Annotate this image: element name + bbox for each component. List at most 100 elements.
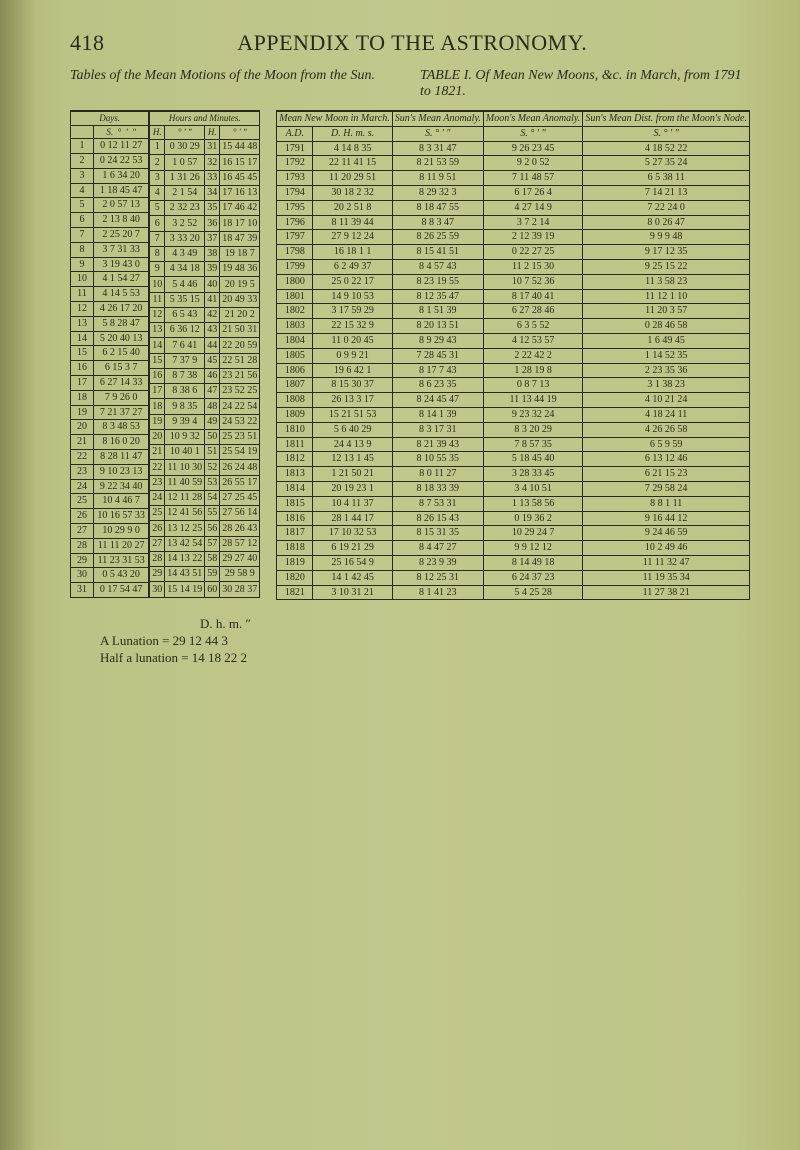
- hm-value: 11 40 59: [165, 475, 205, 490]
- hm-index: 33: [205, 170, 220, 185]
- hm-value: 25 54 19: [220, 445, 260, 460]
- hm-value: 30 28 37: [220, 582, 260, 598]
- value-cell: 8 3 20 29: [483, 422, 582, 437]
- hm-value: 13 42 54: [165, 536, 205, 551]
- table-row: 136 36 124321 50 31: [150, 323, 260, 338]
- hm-index: 42: [205, 307, 220, 322]
- hm-index: 25: [150, 506, 165, 521]
- hm-index: 11: [150, 292, 165, 307]
- value-cell: 10 4 11 37: [313, 496, 392, 511]
- hm-value: 8 38 6: [165, 384, 205, 399]
- hm-value: 23 21 56: [220, 368, 260, 383]
- value-cell: 8 1 41 23: [392, 585, 483, 600]
- hm-index: 39: [205, 262, 220, 277]
- day-value: 1 6 34 20: [94, 168, 149, 183]
- day-index: 8: [71, 242, 94, 257]
- table-row: 3015 14 196030 28 37: [150, 582, 260, 598]
- value-cell: 11 12 1 10: [583, 289, 750, 304]
- table-row: 2311 40 595326 55 17: [150, 475, 260, 490]
- hm-value: 0 30 29: [165, 140, 205, 155]
- hm-value: 10 9 32: [165, 429, 205, 444]
- days-sub-blank: [71, 125, 94, 139]
- table-row: 2211 10 305226 24 48: [150, 460, 260, 475]
- table-row: 197 21 37 27: [71, 405, 149, 420]
- table-row: 42 1 543417 16 13: [150, 185, 260, 200]
- value-cell: 3 1 38 23: [583, 378, 750, 393]
- hm-index: 53: [205, 475, 220, 490]
- hm-value: 22 20 59: [220, 338, 260, 353]
- value-cell: 9 2 0 52: [483, 156, 582, 171]
- hm-value: 14 43 51: [165, 567, 205, 582]
- year-cell: 1809: [277, 407, 313, 422]
- hm-index: 35: [205, 201, 220, 216]
- value-cell: 0 19 36 2: [483, 511, 582, 526]
- hm-index: 45: [205, 353, 220, 368]
- hm-index: 29: [150, 567, 165, 582]
- table-row: 145 20 40 13: [71, 331, 149, 346]
- hm-value: 8 7 38: [165, 368, 205, 383]
- table-row: 2914 43 515929 58 9: [150, 567, 260, 582]
- day-index: 29: [71, 553, 94, 568]
- hm-value: 17 46 42: [220, 201, 260, 216]
- lunation-half: Half a lunation = 14 18 22 2: [100, 650, 260, 667]
- table-row: 179311 20 29 518 11 9 517 11 48 576 5 38…: [277, 171, 750, 186]
- value-cell: 3 17 59 29: [313, 304, 392, 319]
- value-cell: 0 22 27 25: [483, 245, 582, 260]
- hm-value: 24 22 54: [220, 399, 260, 414]
- table-row: 179520 2 51 88 18 47 554 27 14 97 22 24 …: [277, 200, 750, 215]
- table-row: 181925 16 54 98 23 9 398 14 49 1811 11 3…: [277, 555, 750, 570]
- value-cell: 2 12 39 19: [483, 230, 582, 245]
- day-value: 0 12 11 27: [94, 139, 149, 154]
- value-cell: 8 8 1 11: [583, 496, 750, 511]
- table-row: 2512 41 565527 56 14: [150, 506, 260, 521]
- hm-index: 12: [150, 307, 165, 322]
- hm-index: 18: [150, 399, 165, 414]
- value-cell: 8 7 53 31: [392, 496, 483, 511]
- right-column: Mean New Moon in March. Sun's Mean Anoma…: [276, 110, 750, 600]
- hm-value: 14 13 22: [165, 551, 205, 566]
- value-cell: 11 11 32 47: [583, 555, 750, 570]
- year-cell: 1793: [277, 171, 313, 186]
- table-row: 31 6 34 20: [71, 168, 149, 183]
- value-cell: 7 28 45 31: [392, 348, 483, 363]
- hm-sub-uL: ° ʹ ʺ: [165, 126, 205, 140]
- value-cell: 8 18 33 39: [392, 481, 483, 496]
- table-row: 157 37 94522 51 28: [150, 353, 260, 368]
- hm-value: 20 19 5: [220, 277, 260, 292]
- table-row: 218 16 0 20: [71, 435, 149, 450]
- value-cell: 8 0 11 27: [392, 467, 483, 482]
- table-row: 52 0 57 13: [71, 198, 149, 213]
- table-row: 180915 21 51 538 14 1 399 23 32 244 18 2…: [277, 407, 750, 422]
- value-cell: 6 17 26 4: [483, 185, 582, 200]
- hm-value: 28 57 12: [220, 536, 260, 551]
- value-cell: 8 6 23 35: [392, 378, 483, 393]
- hm-index: 44: [205, 338, 220, 353]
- value-cell: 9 23 32 24: [483, 407, 582, 422]
- table-row: 52 32 233517 46 42: [150, 201, 260, 216]
- value-cell: 30 18 2 32: [313, 185, 392, 200]
- hm-index: 24: [150, 490, 165, 505]
- day-value: 5 8 28 47: [94, 316, 149, 331]
- table-row: 181510 4 11 378 7 53 311 13 58 568 8 1 1…: [277, 496, 750, 511]
- hm-value: 7 37 9: [165, 353, 205, 368]
- table-row: 126 5 434221 20 2: [150, 307, 260, 322]
- value-cell: 7 11 48 57: [483, 171, 582, 186]
- hm-value: 20 49 33: [220, 292, 260, 307]
- value-cell: 8 8 3 47: [392, 215, 483, 230]
- table-captions: Tables of the Mean Motions of the Moon f…: [70, 68, 750, 100]
- value-cell: 4 27 14 9: [483, 200, 582, 215]
- value-cell: 0 28 46 58: [583, 319, 750, 334]
- hm-index: 48: [205, 399, 220, 414]
- hours-minutes-table: Hours and Minutes. H. ° ʹ ʺ H. ° ʹ ʺ 10 …: [149, 110, 260, 598]
- table-row: 181124 4 13 98 21 39 437 8 57 356 5 9 59: [277, 437, 750, 452]
- hm-value: 27 56 14: [220, 506, 260, 521]
- hm-value: 9 8 35: [165, 399, 205, 414]
- value-cell: 3 28 33 45: [483, 467, 582, 482]
- days-table: Days. S. ° ʹ ʺ 10 12 11 2720 24 22 5331 …: [70, 110, 149, 598]
- value-cell: 8 3 17 31: [392, 422, 483, 437]
- table-row: 83 7 31 33: [71, 242, 149, 257]
- value-cell: 22 15 32 9: [313, 319, 392, 334]
- table-row: 18023 17 59 298 1 51 396 27 28 4611 20 3…: [277, 304, 750, 319]
- value-cell: 8 17 7 43: [392, 363, 483, 378]
- hm-index: 27: [150, 536, 165, 551]
